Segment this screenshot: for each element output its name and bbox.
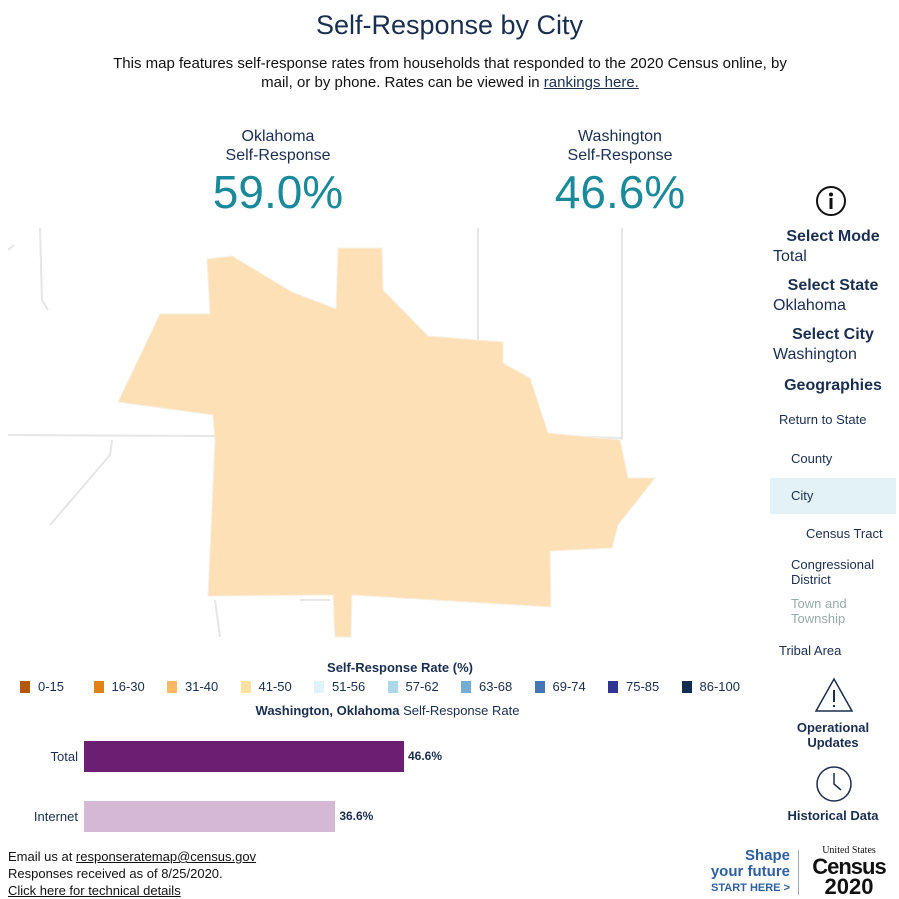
legend-label: 75-85 (626, 679, 660, 694)
logo-2020: 2020 (824, 874, 874, 899)
legend-label: 16-30 (111, 679, 145, 694)
geo-town-township: Town and Township (791, 596, 847, 626)
bar-value: 46.6% (408, 749, 443, 763)
legend-label: 63-68 (479, 679, 513, 694)
bar (84, 801, 336, 832)
legend-swatch (681, 680, 692, 693)
legend-item: 41-50 (240, 679, 315, 694)
map[interactable] (8, 228, 658, 638)
geo-city[interactable]: City (770, 478, 896, 514)
geo-county[interactable]: County (791, 451, 833, 466)
city-name: Washington (578, 128, 662, 145)
select-city[interactable]: Select City Washington (770, 326, 896, 364)
legend-swatch (314, 680, 324, 693)
legend-item: 16-30 (93, 679, 168, 694)
legend-item: 69-74 (534, 679, 609, 694)
city-label: Self-Response (567, 147, 673, 164)
geographies-heading: Geographies (770, 377, 896, 395)
city-rate: 46.6% (554, 166, 686, 218)
email-link[interactable]: responseratemap@census.gov (75, 849, 257, 864)
logo-shape: Shape (744, 847, 790, 864)
state-stat: Oklahoma Self-Response 59.0% (148, 127, 408, 217)
bar-value: 36.6% (339, 809, 374, 823)
legend-label: 69-74 (552, 679, 586, 694)
historical-data-link[interactable]: Historical Data (787, 808, 879, 823)
legend-swatch (93, 680, 104, 693)
logo-start-here: START HERE > (711, 882, 790, 894)
bar-chart-title-place: Washington, Oklahoma (255, 703, 400, 718)
legend-title: Self-Response Rate (%) (327, 660, 473, 675)
legend: 0-15 16-30 31-40 41-50 51-56 57-62 63-68 69-74 7… (20, 679, 755, 694)
legend-label: 31-40 (185, 679, 219, 694)
legend-label: 41-50 (258, 679, 292, 694)
page-description: This map features self-response rates fr… (100, 54, 800, 92)
legend-label: 86-100 (699, 679, 740, 694)
city-stat: Washington Self-Response 46.6% (490, 127, 750, 217)
legend-swatch (608, 680, 618, 693)
census-2020-logo: United States Census 2020 (805, 846, 893, 898)
legend-label: 51-56 (332, 679, 366, 694)
select-state-value[interactable]: Oklahoma (773, 297, 846, 314)
logo-census: Census (812, 854, 886, 879)
state-label: Self-Response (225, 147, 331, 164)
legend-item: 63-68 (461, 679, 535, 694)
bar-label: Total (50, 749, 78, 764)
responses-date: Responses received as of 8/25/2020. (8, 866, 223, 881)
info-icon[interactable] (815, 185, 847, 222)
logo-united-states: United States (822, 845, 876, 856)
legend-label: 0-15 (38, 679, 65, 694)
geographies-label: Geographies (784, 377, 882, 394)
shape-your-future-link[interactable]: Shape your future START HERE > (706, 848, 790, 896)
email-prefix: Email us at (8, 849, 76, 864)
bar-chart-title-rest: Self-Response Rate (399, 703, 520, 718)
bar-chart-title: Washington, Oklahoma Self-Response Rate (0, 703, 775, 718)
state-name: Oklahoma (241, 128, 315, 145)
select-mode-value[interactable]: Total (773, 248, 807, 265)
legend-swatch (534, 680, 545, 693)
geo-return-to-state[interactable]: Return to State (779, 412, 867, 427)
legend-item: 51-56 (314, 679, 388, 694)
logo-your-future: your future (710, 863, 790, 880)
geo-tribal-area[interactable]: Tribal Area (779, 643, 842, 658)
bar (84, 741, 404, 772)
legend-swatch (20, 680, 30, 693)
select-city-label: Select City (792, 326, 874, 343)
legend-item: 86-100 (681, 679, 756, 694)
legend-swatch (461, 680, 471, 693)
clock-icon[interactable] (815, 765, 853, 808)
legend-item: 31-40 (167, 679, 241, 694)
legend-swatch (240, 680, 251, 693)
geo-census-tract[interactable]: Census Tract (806, 526, 883, 541)
state-rate: 59.0% (212, 166, 344, 218)
geo-congressional-district[interactable]: Congressional District (791, 557, 875, 587)
logo-divider (798, 850, 799, 895)
select-mode-label: Select Mode (786, 228, 880, 245)
select-mode[interactable]: Select Mode Total (770, 228, 896, 266)
legend-item: 0-15 (20, 679, 94, 694)
legend-item: 57-62 (387, 679, 462, 694)
select-state[interactable]: Select State Oklahoma (770, 277, 896, 315)
city-boundary[interactable] (117, 247, 657, 638)
page-title: Self-Response by City (315, 10, 584, 40)
select-state-label: Select State (787, 277, 879, 294)
operational-updates-link[interactable]: Operational Updates (796, 720, 870, 750)
warning-icon[interactable] (814, 676, 854, 719)
rankings-link[interactable]: rankings here. (543, 74, 639, 91)
footer: Email us at responseratemap@census.gov R… (8, 848, 256, 899)
bar-label: Internet (33, 809, 78, 824)
legend-swatch (387, 680, 398, 693)
legend-swatch (167, 680, 177, 693)
legend-item: 75-85 (608, 679, 682, 694)
select-city-value[interactable]: Washington (773, 346, 857, 363)
technical-details-link[interactable]: Click here for technical details (8, 883, 181, 898)
description-text: This map features self-response rates fr… (113, 55, 787, 91)
legend-label: 57-62 (405, 679, 439, 694)
